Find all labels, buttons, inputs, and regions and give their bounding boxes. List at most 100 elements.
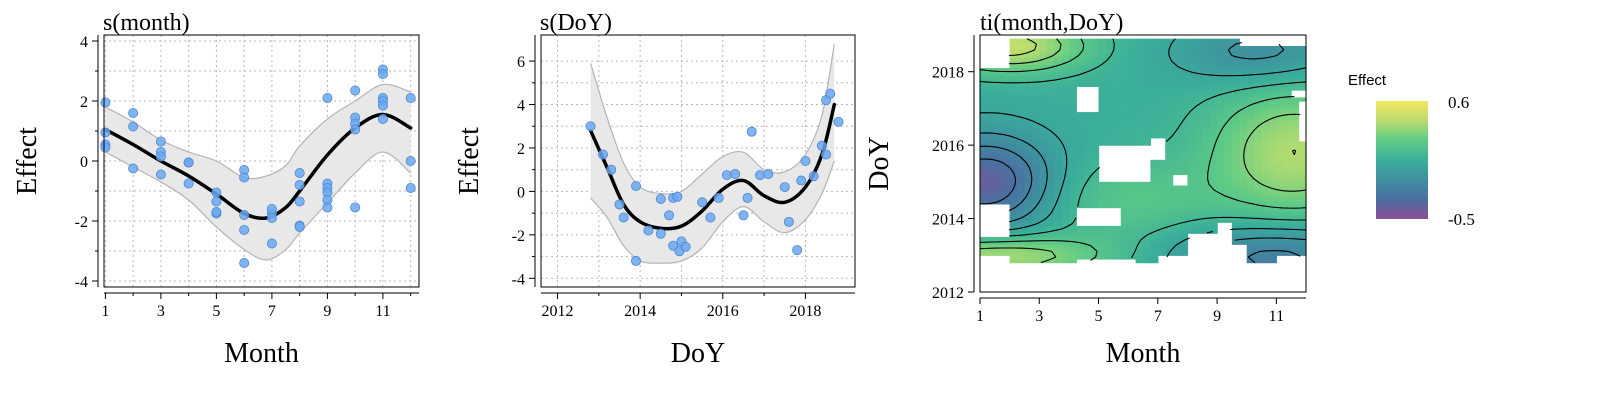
heatmap-cell [1113,185,1122,190]
heatmap-cell [1076,247,1085,253]
heatmap-cell [1202,148,1211,154]
heatmap-cell [1209,156,1218,161]
heatmap-cell [1224,181,1233,187]
heatmap-cell [1128,181,1137,187]
heatmap-cell [1031,255,1040,260]
heatmap-cell [1172,104,1181,110]
heatmap-cell [1209,178,1218,183]
heatmap-cell [1231,134,1240,139]
y-tick-label: 2 [80,94,88,111]
heatmap-cell [1217,86,1226,91]
heatmap-cell [1105,225,1114,231]
heatmap-cell [1268,255,1277,260]
heatmap-cell [1268,258,1277,264]
heatmap-cell [1224,192,1233,198]
heatmap-cell [1165,97,1174,102]
heatmap-cell [1098,90,1107,95]
heatmap-cell [1054,79,1063,84]
heatmap-cell [1268,75,1277,80]
heatmap-cell [1039,214,1048,220]
heatmap-cell [1283,64,1292,69]
heatmap-cell [1194,207,1203,212]
heatmap-cell [1217,170,1226,176]
heatmap-cell [1217,97,1226,102]
heatmap-cell [1046,101,1055,106]
heatmap-cell [1098,137,1107,143]
heatmap-cell [994,178,1003,183]
heatmap-cell [1024,79,1033,84]
heatmap-cell [1120,53,1129,58]
heatmap-cell [1046,79,1055,84]
heatmap-cell [1002,189,1011,194]
heatmap-cell [1061,207,1070,212]
residual-point [322,202,333,213]
heatmap-cell [1202,57,1211,62]
heatmap-cell [1283,181,1292,187]
heatmap-cell [1039,222,1048,227]
heatmap-cell [1157,90,1166,95]
heatmap-cell [1068,163,1077,168]
heatmap-cell [1217,57,1226,62]
heatmap-cell [1046,192,1055,198]
y-tick-label: 2016 [932,138,964,155]
heatmap-cell [1209,75,1218,80]
heatmap-cell [1076,170,1085,176]
heatmap-cell [1076,196,1085,201]
heatmap-cell [1105,196,1114,201]
heatmap-cell [1268,200,1277,205]
heatmap-cell [1046,258,1055,264]
heatmap-cell [1254,49,1263,54]
heatmap-cell [1039,53,1048,58]
heatmap-cell [1261,240,1270,245]
heatmap-cell [1017,97,1026,102]
heatmap-cell [1017,222,1026,227]
heatmap-cell [1009,137,1018,143]
heatmap-cell [1128,42,1137,47]
heatmap-cell [1002,101,1011,106]
heatmap-cell [994,152,1003,157]
heatmap-cell [1009,192,1018,198]
heatmap-cell [1254,112,1263,117]
heatmap-cell [1143,60,1152,65]
y-tick-label: 2014 [932,212,964,229]
heatmap-cell [1009,174,1018,179]
heatmap-cell [1209,203,1218,209]
heatmap-cell [1246,240,1255,245]
heatmap-cell [1031,170,1040,176]
heatmap-cell [1017,214,1026,220]
heatmap-cell [1276,49,1285,54]
heatmap-cell [1009,97,1018,102]
heatmap-cell [1054,82,1063,87]
heatmap-cell [1068,46,1077,51]
heatmap-cell [1113,236,1122,242]
heatmap-cell [1091,46,1100,51]
heatmap-cell [1180,46,1189,51]
heatmap-cell [1076,174,1085,179]
heatmap-cell [1231,189,1240,194]
heatmap-cell [1113,90,1122,95]
residual-point [377,114,388,125]
heatmap-cell [1157,196,1166,201]
heatmap-cell [1283,79,1292,84]
heatmap-cell [994,251,1003,256]
heatmap-cell [1231,112,1240,117]
heatmap-cell [1135,93,1144,99]
heatmap-cell [1091,119,1100,124]
heatmap-cell [1150,240,1159,245]
heatmap-cell [1157,244,1166,249]
heatmap-cell [1180,211,1189,216]
heatmap-cell [1105,68,1114,73]
heatmap-cell [1224,49,1233,54]
heatmap-cell [1091,134,1100,139]
heatmap-cell [1268,240,1277,245]
heatmap-cell [1024,82,1033,87]
heatmap-cell [1113,49,1122,54]
heatmap-cell [1217,101,1226,106]
heatmap-cell [1172,189,1181,194]
heatmap-cell [1017,82,1026,87]
heatmap-cell [1128,200,1137,205]
heatmap-cell [1046,115,1055,121]
heatmap-cell [1091,75,1100,80]
heatmap-cell [1009,251,1018,256]
heatmap-cell [1261,137,1270,143]
